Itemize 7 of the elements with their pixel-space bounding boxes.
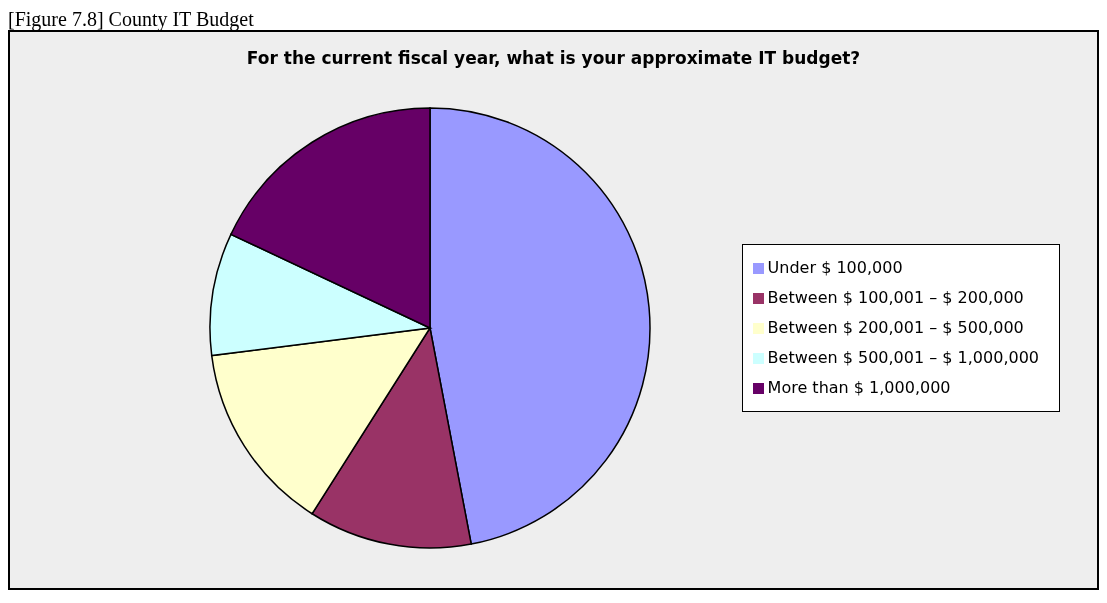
legend-label: Between $ 100,001 – $ 200,000 xyxy=(767,288,1024,307)
text: [Figure 7.8] County IT Budget xyxy=(8,8,255,30)
legend-label: Between $ 200,001 – $ 500,000 xyxy=(767,318,1024,337)
legend-label: More than $ 1,000,000 xyxy=(767,378,951,397)
legend-label: Between $ 500,001 – $ 1,000,000 xyxy=(767,348,1039,367)
legend-label: Under $ 100,000 xyxy=(767,258,903,277)
chart-title: For the current fiscal year, what is your approximate IT budget? xyxy=(245,47,862,68)
